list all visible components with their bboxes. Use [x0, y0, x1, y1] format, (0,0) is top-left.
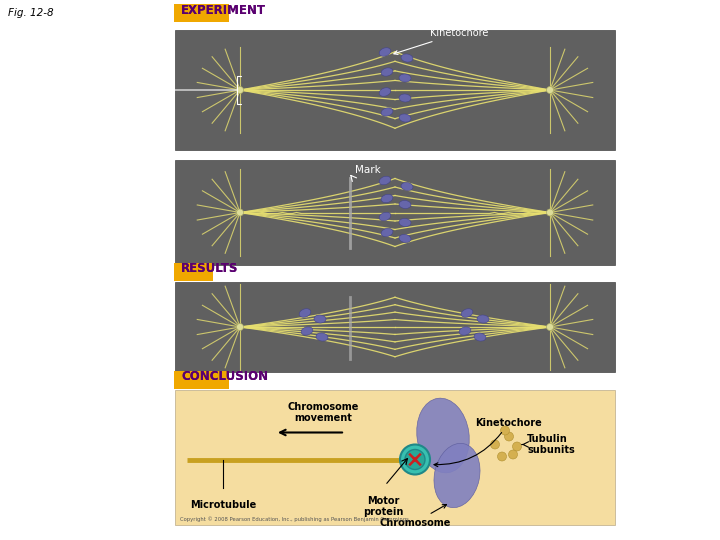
- FancyBboxPatch shape: [174, 263, 213, 281]
- Ellipse shape: [417, 398, 469, 473]
- Text: Fig. 12-8: Fig. 12-8: [8, 8, 53, 18]
- FancyBboxPatch shape: [174, 371, 229, 389]
- Ellipse shape: [474, 333, 486, 341]
- Ellipse shape: [459, 327, 471, 335]
- Ellipse shape: [379, 48, 391, 56]
- Text: Spindle
pole: Spindle pole: [134, 69, 170, 91]
- Text: Motor
protein: Motor protein: [363, 496, 403, 517]
- Text: Tubulin
subunits: Tubulin subunits: [527, 434, 575, 455]
- Circle shape: [490, 440, 500, 449]
- Ellipse shape: [381, 228, 393, 237]
- Ellipse shape: [379, 87, 391, 96]
- Circle shape: [505, 432, 513, 441]
- Circle shape: [513, 442, 521, 451]
- Ellipse shape: [477, 315, 489, 323]
- Ellipse shape: [399, 219, 411, 226]
- Ellipse shape: [300, 309, 311, 318]
- Bar: [175, 282, 615, 372]
- Text: RESULTS: RESULTS: [181, 262, 238, 275]
- Text: Kinetochore: Kinetochore: [434, 417, 541, 467]
- Circle shape: [546, 86, 554, 93]
- Ellipse shape: [379, 176, 391, 185]
- Text: Copyright © 2008 Pearson Education, Inc., publishing as Pearson Benjamin Cumming: Copyright © 2008 Pearson Education, Inc.…: [180, 516, 409, 522]
- Ellipse shape: [401, 54, 413, 62]
- Circle shape: [498, 452, 506, 461]
- Text: Kinetochore: Kinetochore: [394, 28, 488, 55]
- Ellipse shape: [381, 68, 393, 76]
- Text: CONCLUSION: CONCLUSION: [181, 370, 268, 383]
- Text: EXPERIMENT: EXPERIMENT: [181, 3, 266, 17]
- Ellipse shape: [314, 315, 326, 323]
- Circle shape: [508, 450, 518, 459]
- Circle shape: [546, 209, 554, 216]
- Ellipse shape: [379, 212, 391, 221]
- Bar: [175, 160, 615, 265]
- Circle shape: [236, 323, 243, 330]
- Text: Mark: Mark: [355, 165, 381, 175]
- Ellipse shape: [301, 327, 313, 335]
- Ellipse shape: [462, 309, 473, 318]
- Text: CONCLUSION: CONCLUSION: [181, 370, 268, 383]
- Ellipse shape: [405, 449, 425, 469]
- Circle shape: [546, 323, 554, 330]
- Ellipse shape: [316, 333, 328, 341]
- Circle shape: [500, 426, 510, 435]
- Text: Chromosome: Chromosome: [379, 504, 451, 528]
- Ellipse shape: [399, 74, 411, 82]
- Text: Chromosome
movement: Chromosome movement: [287, 402, 359, 423]
- Text: RESULTS: RESULTS: [181, 262, 238, 275]
- FancyBboxPatch shape: [174, 4, 229, 22]
- Ellipse shape: [399, 94, 411, 102]
- Ellipse shape: [399, 114, 411, 122]
- Ellipse shape: [381, 194, 393, 202]
- Ellipse shape: [434, 443, 480, 508]
- Circle shape: [236, 209, 243, 216]
- Bar: [175, 390, 615, 525]
- Ellipse shape: [400, 444, 430, 475]
- Ellipse shape: [381, 108, 393, 116]
- Ellipse shape: [399, 200, 411, 208]
- Circle shape: [236, 86, 243, 93]
- Text: Microtubule: Microtubule: [190, 500, 256, 510]
- Ellipse shape: [401, 183, 413, 191]
- Ellipse shape: [399, 234, 411, 242]
- Bar: [175, 30, 615, 150]
- Text: EXPERIMENT: EXPERIMENT: [181, 3, 266, 17]
